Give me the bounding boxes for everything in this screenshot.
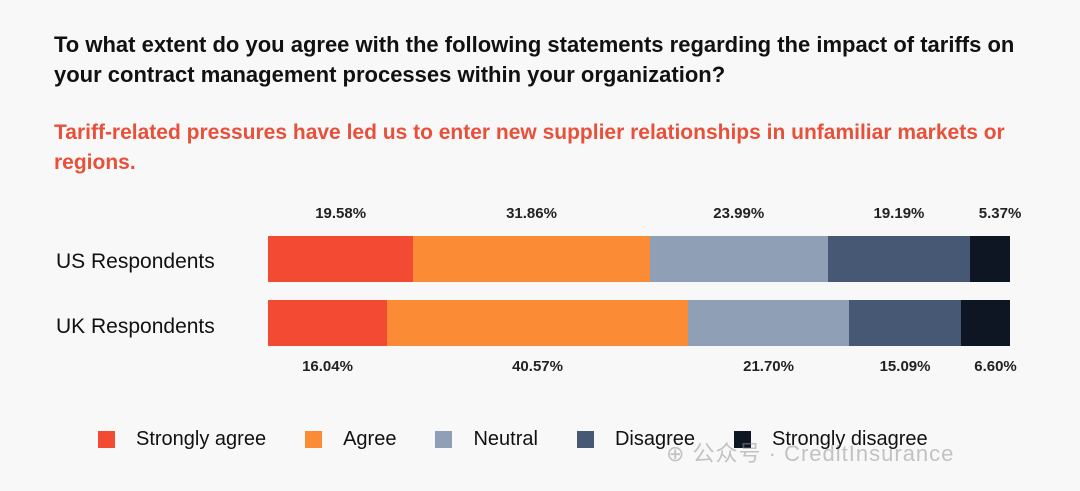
bar-segment-us-respondents-neutral <box>649 236 828 282</box>
legend-item-agree: Agree <box>305 428 396 451</box>
value-label-us-respondents-strongly-agree: 19.58% <box>315 205 367 222</box>
legend-label: Strongly disagree <box>771 427 928 450</box>
legend: Strongly agree Agree Neutral Disagree Strong… <box>98 426 967 452</box>
legend-swatch <box>305 430 323 448</box>
watermark: ⊕ 公众号 · CreditInsurance <box>666 441 955 466</box>
value-label-us-respondents-agree: 31.86% <box>506 205 557 222</box>
legend-label: Disagree <box>614 427 695 450</box>
legend-item-strongly-agree: Strongly agree <box>98 428 266 451</box>
bar-us-respondents <box>268 236 1010 282</box>
legend-swatch <box>435 430 453 448</box>
statement-subtitle: Tariff-related pressures have led us to … <box>54 121 1005 174</box>
legend-swatch <box>733 430 751 448</box>
bar-segment-uk-respondents-agree <box>387 300 689 346</box>
bar-segment-us-respondents-disagree <box>827 236 971 282</box>
value-label-us-respondents-strongly-disagree: 5.37% <box>978 205 1022 222</box>
legend-item-strongly-disagree: Strongly disagree <box>733 427 928 451</box>
legend-swatch <box>98 430 115 448</box>
value-label-us-respondents-neutral: 23.99% <box>713 205 765 222</box>
legend-item-disagree: Disagree <box>576 427 695 451</box>
value-label-uk-respondents-agree: 40.57% <box>512 358 563 375</box>
value-label-uk-respondents-disagree: 15.09% <box>879 358 931 375</box>
bar-uk-respondents <box>268 300 1010 346</box>
bar-segment-us-respondents-agree <box>413 236 650 282</box>
bar-segment-uk-respondents-strongly-disagree <box>960 300 1010 346</box>
value-label-uk-respondents-strongly-agree: 16.04% <box>302 358 353 375</box>
value-label-uk-respondents-strongly-disagree: 6.60% <box>974 358 1017 375</box>
value-label-us-respondents-disagree: 19.19% <box>873 205 925 222</box>
legend-label: Strongly agree <box>136 427 267 450</box>
value-label-uk-respondents-neutral: 21.70% <box>743 358 794 375</box>
legend-label: Agree <box>343 427 397 450</box>
bar-segment-us-respondents-strongly-disagree <box>970 236 1010 282</box>
question-heading: To what extent do you agree with the fol… <box>54 32 1015 87</box>
category-label-uk: UK Respondents <box>56 315 215 338</box>
legend-swatch <box>576 430 594 448</box>
legend-label: Neutral <box>473 427 538 450</box>
bar-segment-uk-respondents-neutral <box>688 300 850 346</box>
legend-item-neutral: Neutral <box>435 427 538 451</box>
category-label-us: US Respondents <box>56 250 215 273</box>
bar-segment-uk-respondents-strongly-agree <box>268 300 388 346</box>
bar-segment-us-respondents-strongly-agree <box>268 236 414 282</box>
bar-segment-uk-respondents-disagree <box>849 300 961 346</box>
